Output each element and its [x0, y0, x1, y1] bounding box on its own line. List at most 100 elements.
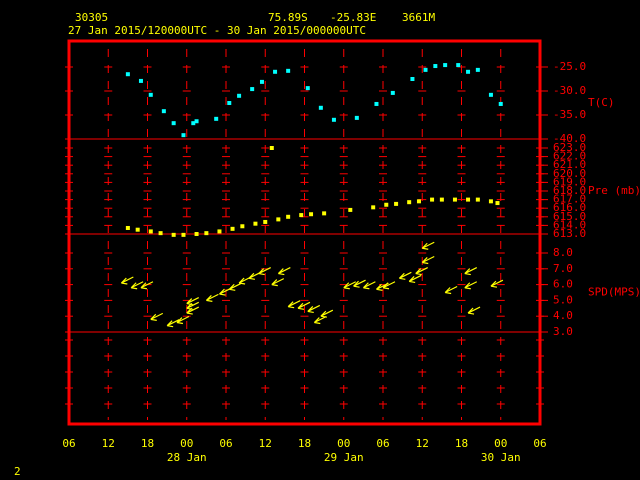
- x-tick-label: 12: [416, 437, 429, 450]
- x-tick-label: 18: [141, 437, 154, 450]
- y-axis-title: T(C): [588, 96, 615, 109]
- data-point: [253, 221, 258, 226]
- data-point: [456, 63, 461, 68]
- data-point: [194, 119, 199, 124]
- period: 27 Jan 2015/120000UTC - 30 Jan 2015/0000…: [68, 24, 366, 37]
- wind-arrow: [313, 315, 327, 325]
- y-tick-label: -35.0: [553, 108, 586, 121]
- wind-arrow: [130, 281, 144, 290]
- y-tick-label: 618.0: [553, 184, 586, 197]
- data-point: [138, 78, 143, 83]
- data-point: [181, 232, 186, 237]
- date-label: 29 Jan: [324, 451, 364, 464]
- data-point: [416, 199, 421, 204]
- y-tick-label: 614.0: [553, 218, 586, 231]
- wind-arrow: [186, 297, 200, 306]
- wind-arrow: [343, 281, 357, 290]
- data-point: [466, 69, 471, 74]
- latitude: 75.89S: [268, 11, 308, 24]
- x-tick-label: 00: [337, 437, 350, 450]
- data-point: [439, 197, 444, 202]
- wind-arrow: [464, 281, 478, 290]
- page-number: 2: [14, 465, 21, 478]
- wind-arrow: [464, 267, 478, 276]
- data-point: [191, 121, 196, 126]
- data-point: [259, 79, 264, 84]
- x-tick-label: 12: [259, 437, 272, 450]
- x-tick-label: 00: [494, 437, 507, 450]
- wind-arrow: [287, 300, 301, 309]
- station-id: 30305: [75, 11, 108, 24]
- data-point: [171, 232, 176, 237]
- x-tick-label: 06: [376, 437, 389, 450]
- data-point: [217, 229, 222, 234]
- data-point: [286, 214, 291, 219]
- data-point: [305, 86, 310, 91]
- wind-arrow: [228, 282, 242, 291]
- wind-arrow: [408, 274, 422, 284]
- data-point: [318, 105, 323, 110]
- y-tick-label: -30.0: [553, 84, 586, 97]
- y-axis-title: SPD(MPS): [588, 286, 640, 299]
- data-point: [433, 64, 438, 69]
- data-point: [214, 116, 219, 121]
- y-tick-label: 617.0: [553, 193, 586, 206]
- data-point: [135, 227, 140, 232]
- wind-arrow: [186, 301, 200, 310]
- wind-arrow: [277, 267, 291, 276]
- data-point: [374, 101, 379, 106]
- y-axis-title: Pre (mb): [588, 184, 640, 197]
- x-tick-label: 06: [533, 437, 546, 450]
- wind-arrow: [415, 267, 428, 276]
- x-tick-label: 12: [102, 437, 115, 450]
- data-point: [322, 211, 327, 216]
- data-point: [384, 202, 389, 207]
- data-point: [371, 205, 376, 210]
- date-label: 28 Jan: [167, 451, 207, 464]
- data-point: [276, 217, 281, 222]
- x-tick-label: 18: [298, 437, 311, 450]
- wind-arrow: [320, 309, 334, 318]
- data-point: [171, 121, 176, 126]
- data-point: [269, 146, 274, 150]
- wind-arrow: [382, 281, 396, 290]
- data-point: [240, 224, 245, 229]
- x-tick-label: 06: [62, 437, 75, 450]
- data-point: [263, 219, 268, 224]
- y-tick-label: 621.0: [553, 158, 586, 171]
- data-point: [488, 199, 493, 204]
- data-point: [273, 69, 278, 74]
- data-point: [125, 225, 130, 230]
- y-tick-label: 4.0: [553, 309, 573, 322]
- data-point: [390, 90, 395, 95]
- wind-arrow: [421, 255, 435, 265]
- data-point: [430, 197, 435, 202]
- data-point: [230, 226, 235, 231]
- data-point: [286, 68, 291, 73]
- y-tick-label: 613.0: [553, 227, 586, 240]
- wind-arrow: [444, 285, 458, 295]
- y-tick-label: 5.0: [553, 293, 573, 306]
- wind-arrow: [467, 306, 481, 315]
- y-tick-label: -25.0: [553, 60, 586, 73]
- wind-arrow: [307, 304, 321, 314]
- data-point: [475, 197, 480, 202]
- y-tick-label: 616.0: [553, 201, 586, 214]
- x-tick-label: 00: [180, 437, 193, 450]
- wind-arrow: [186, 306, 200, 315]
- x-tick-label: 18: [455, 437, 468, 450]
- data-point: [475, 67, 480, 72]
- data-point: [495, 201, 500, 206]
- date-label: 30 Jan: [481, 451, 521, 464]
- wind-arrow: [398, 271, 412, 280]
- data-point: [204, 231, 209, 236]
- data-point: [331, 117, 336, 122]
- y-tick-label: 619.0: [553, 175, 586, 188]
- y-tick-label: 6.0: [553, 278, 573, 291]
- longitude: -25.83E: [330, 11, 376, 24]
- data-point: [125, 72, 130, 77]
- data-point: [394, 201, 399, 206]
- y-tick-label: 623.0: [553, 141, 586, 154]
- data-point: [443, 63, 448, 68]
